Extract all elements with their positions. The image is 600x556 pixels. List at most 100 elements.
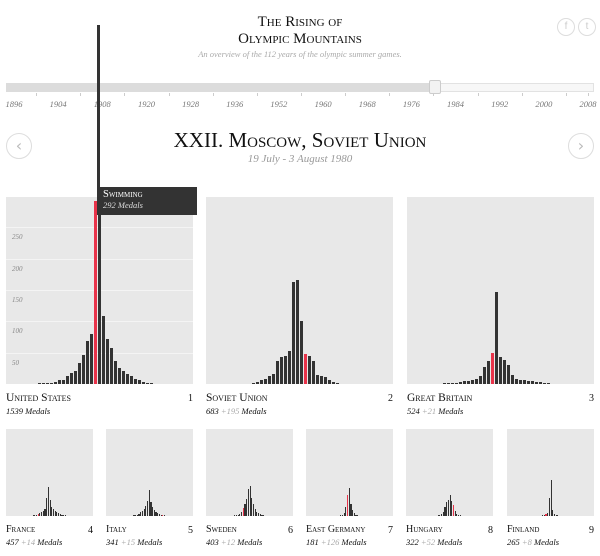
sport-bar[interactable] <box>101 316 105 384</box>
sport-bar[interactable] <box>478 376 482 384</box>
sport-bar[interactable] <box>53 381 57 384</box>
sport-bar[interactable] <box>458 381 462 384</box>
sport-bar[interactable] <box>56 511 58 516</box>
sport-bar[interactable] <box>261 514 263 516</box>
highlighted-sport-bar[interactable] <box>162 515 164 516</box>
sport-bar[interactable] <box>311 360 315 384</box>
sport-bar[interactable] <box>550 480 552 516</box>
sport-bar[interactable] <box>506 365 510 384</box>
sport-bar[interactable] <box>137 380 141 384</box>
sport-bar[interactable] <box>543 515 545 516</box>
sport-bar[interactable] <box>350 504 352 516</box>
sport-bar[interactable] <box>345 507 347 516</box>
country-name[interactable]: France <box>6 524 36 535</box>
sport-bar[interactable] <box>449 495 451 516</box>
sport-bar[interactable] <box>552 510 554 516</box>
sport-bar[interactable] <box>85 341 89 384</box>
timeline-year-label[interactable]: 1976 <box>402 99 420 109</box>
country-name[interactable]: Hungary <box>406 524 443 535</box>
timeline-year-label[interactable]: 1936 <box>226 99 244 109</box>
facebook-icon[interactable]: f <box>557 18 575 36</box>
sport-bar[interactable] <box>451 501 453 516</box>
sport-bar[interactable] <box>555 514 557 516</box>
sport-bar[interactable] <box>63 515 65 516</box>
sport-bar[interactable] <box>152 507 154 516</box>
sport-bar[interactable] <box>58 513 60 516</box>
sport-bar[interactable] <box>258 513 260 516</box>
sport-bar[interactable] <box>61 514 63 516</box>
country-name[interactable]: Finland <box>507 524 540 535</box>
sport-bar[interactable] <box>287 350 291 384</box>
sport-bar[interactable] <box>155 511 157 516</box>
sport-bar[interactable] <box>129 376 133 384</box>
highlighted-sport-bar[interactable] <box>242 508 244 516</box>
country-name[interactable]: United States <box>6 392 71 404</box>
sport-bar[interactable] <box>160 514 162 516</box>
sport-bar[interactable] <box>149 383 153 384</box>
sport-bar[interactable] <box>474 378 478 384</box>
sport-bar[interactable] <box>439 514 441 516</box>
timeline-year-label[interactable]: 1952 <box>270 99 288 109</box>
timeline-year-label[interactable]: 1968 <box>358 99 376 109</box>
sport-bar[interactable] <box>39 513 41 516</box>
sport-bar[interactable] <box>450 382 454 384</box>
sport-bar[interactable] <box>143 508 145 516</box>
timeline-year-label[interactable]: 1992 <box>491 99 509 109</box>
sport-bar[interactable] <box>454 511 456 516</box>
sport-bar[interactable] <box>35 514 38 516</box>
sport-bar[interactable] <box>466 380 470 384</box>
country-name[interactable]: Soviet Union <box>206 392 268 404</box>
sport-bar[interactable] <box>331 382 335 384</box>
sport-bar[interactable] <box>335 383 339 384</box>
sport-bar[interactable] <box>234 515 236 516</box>
sport-bar[interactable] <box>133 515 135 516</box>
sport-bar[interactable] <box>141 382 145 384</box>
highlighted-sport-bar[interactable] <box>545 514 547 516</box>
sport-bar[interactable] <box>57 380 61 384</box>
sport-bar[interactable] <box>263 378 267 384</box>
sport-bar[interactable] <box>538 382 542 384</box>
sport-bar[interactable] <box>145 505 147 516</box>
highlighted-sport-bar[interactable] <box>490 352 494 384</box>
country-chart[interactable] <box>106 429 193 516</box>
sport-bar[interactable] <box>254 508 256 516</box>
sport-bar[interactable] <box>352 510 354 516</box>
country-name[interactable]: Sweden <box>206 524 237 535</box>
sport-bar[interactable] <box>113 360 117 384</box>
sport-bar[interactable] <box>470 380 474 384</box>
sport-bar[interactable] <box>454 382 458 384</box>
sport-bar[interactable] <box>41 511 43 516</box>
sport-bar[interactable] <box>315 374 319 384</box>
sport-bar[interactable] <box>64 515 66 516</box>
sport-bar[interactable] <box>140 512 142 516</box>
sport-bar[interactable] <box>77 363 81 384</box>
sport-bar[interactable] <box>65 376 69 384</box>
sport-bar[interactable] <box>530 380 534 384</box>
timeline-year-label[interactable]: 1904 <box>49 99 67 109</box>
sport-bar[interactable] <box>307 356 311 384</box>
sport-bar[interactable] <box>548 498 550 516</box>
sport-bar[interactable] <box>133 378 137 384</box>
sport-bar[interactable] <box>246 498 248 516</box>
sport-bar[interactable] <box>343 513 345 516</box>
sport-bar[interactable] <box>251 498 253 516</box>
next-games-button[interactable]: › <box>568 133 594 159</box>
sport-bar[interactable] <box>486 360 490 384</box>
sport-bar[interactable] <box>341 514 344 516</box>
sport-bar[interactable] <box>157 513 159 516</box>
sport-bar[interactable] <box>327 380 331 384</box>
highlighted-sport-bar[interactable] <box>93 200 97 384</box>
timeline-year-label[interactable]: 1896 <box>5 99 23 109</box>
country-chart[interactable] <box>407 197 594 384</box>
sport-bar[interactable] <box>146 501 149 516</box>
sport-bar[interactable] <box>546 383 550 384</box>
sport-bar[interactable] <box>299 320 303 384</box>
sport-bar[interactable] <box>41 383 45 384</box>
timeline-year-label[interactable]: 1928 <box>182 99 200 109</box>
sport-bar[interactable] <box>138 513 140 516</box>
sport-bar[interactable] <box>357 515 359 516</box>
sport-bar[interactable] <box>235 515 238 516</box>
sport-bar[interactable] <box>241 511 243 516</box>
country-chart[interactable] <box>6 429 93 516</box>
sport-bar[interactable] <box>34 514 36 516</box>
